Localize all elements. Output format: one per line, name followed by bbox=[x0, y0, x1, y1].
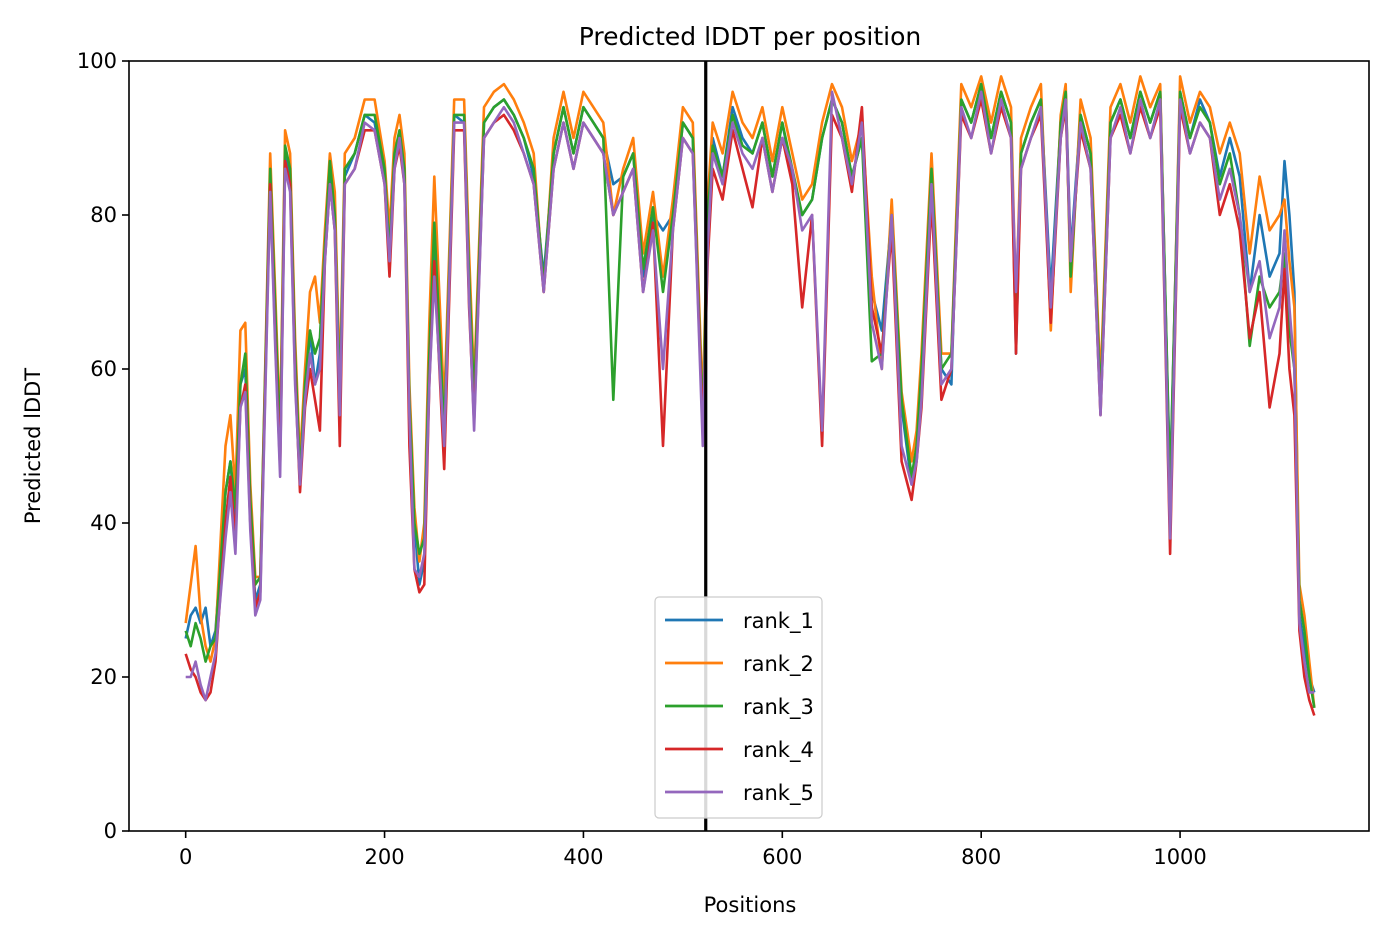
y-tick-label: 100 bbox=[77, 49, 117, 73]
legend-label-rank-4: rank_4 bbox=[743, 738, 814, 763]
legend-label-rank-2: rank_2 bbox=[743, 652, 814, 677]
legend-label-rank-5: rank_5 bbox=[743, 781, 814, 806]
series-line-rank-2 bbox=[184, 75, 1316, 708]
x-tick-label: 600 bbox=[762, 845, 802, 869]
x-axis: 0 200 400 600 800 1000 bbox=[179, 831, 1207, 869]
series-group bbox=[184, 75, 1316, 716]
y-tick-label: 60 bbox=[90, 357, 117, 381]
x-axis-title: Positions bbox=[704, 893, 797, 917]
x-tick-label: 200 bbox=[365, 845, 405, 869]
x-tick-label: 400 bbox=[563, 845, 603, 869]
x-tick-label: 0 bbox=[179, 845, 192, 869]
legend-label-rank-3: rank_3 bbox=[743, 695, 814, 720]
series-line-rank-5 bbox=[185, 90, 1315, 702]
legend-box bbox=[654, 596, 823, 819]
legend: rank_1 rank_2 rank_3 rank_4 rank_5 bbox=[654, 596, 823, 819]
legend-label-rank-1: rank_1 bbox=[743, 609, 814, 634]
y-axis: 0 20 40 60 80 100 bbox=[77, 49, 129, 843]
chart-title: Predicted lDDT per position bbox=[579, 22, 921, 51]
series-line-rank-3 bbox=[184, 82, 1316, 709]
x-tick-label: 800 bbox=[961, 845, 1001, 869]
y-tick-label: 40 bbox=[90, 511, 117, 535]
plot-frame bbox=[128, 60, 1370, 832]
y-tick-label: 0 bbox=[104, 819, 117, 843]
y-axis-title: Predicted lDDT bbox=[21, 368, 45, 524]
y-tick-label: 80 bbox=[90, 203, 117, 227]
y-tick-label: 20 bbox=[90, 665, 117, 689]
x-tick-label: 1000 bbox=[1153, 845, 1206, 869]
